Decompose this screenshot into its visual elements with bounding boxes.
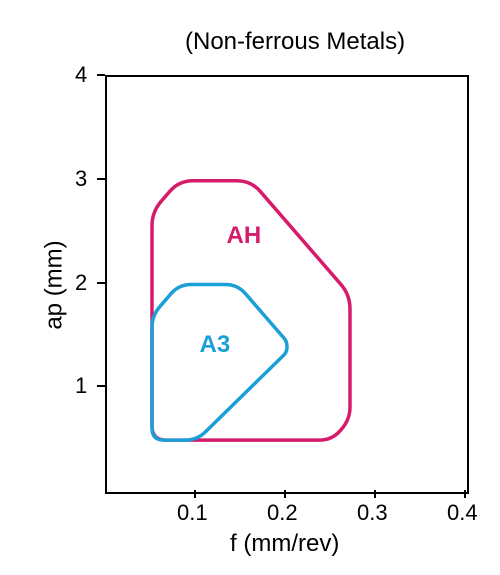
region-label-AH: AH — [227, 222, 262, 250]
x-tick-label: 0.2 — [267, 500, 298, 526]
x-tick-mark — [464, 490, 466, 498]
x-tick-mark — [374, 490, 376, 498]
y-tick-mark — [97, 385, 105, 387]
x-tick-label: 0.4 — [447, 500, 478, 526]
y-tick-label: 4 — [75, 62, 87, 88]
x-tick-label: 0.1 — [177, 500, 208, 526]
chart-title: (Non-ferrous Metals) — [185, 28, 405, 56]
x-tick-mark — [284, 490, 286, 498]
y-tick-mark — [97, 178, 105, 180]
region-label-A3: A3 — [200, 331, 231, 359]
x-tick-label: 0.3 — [357, 500, 388, 526]
regions-svg — [107, 77, 467, 492]
y-tick-label: 2 — [75, 270, 87, 296]
chart-container: { "title": { "text": "(Non-ferrous Metal… — [0, 0, 500, 575]
plot-area — [105, 75, 469, 494]
y-tick-mark — [97, 282, 105, 284]
region-AH — [152, 181, 350, 440]
y-tick-label: 3 — [75, 166, 87, 192]
y-axis-label: ap (mm) — [41, 240, 69, 329]
y-tick-label: 1 — [75, 373, 87, 399]
x-tick-mark — [194, 490, 196, 498]
y-tick-mark — [97, 74, 105, 76]
region-A3 — [152, 285, 287, 441]
x-axis-label: f (mm/rev) — [230, 530, 339, 558]
